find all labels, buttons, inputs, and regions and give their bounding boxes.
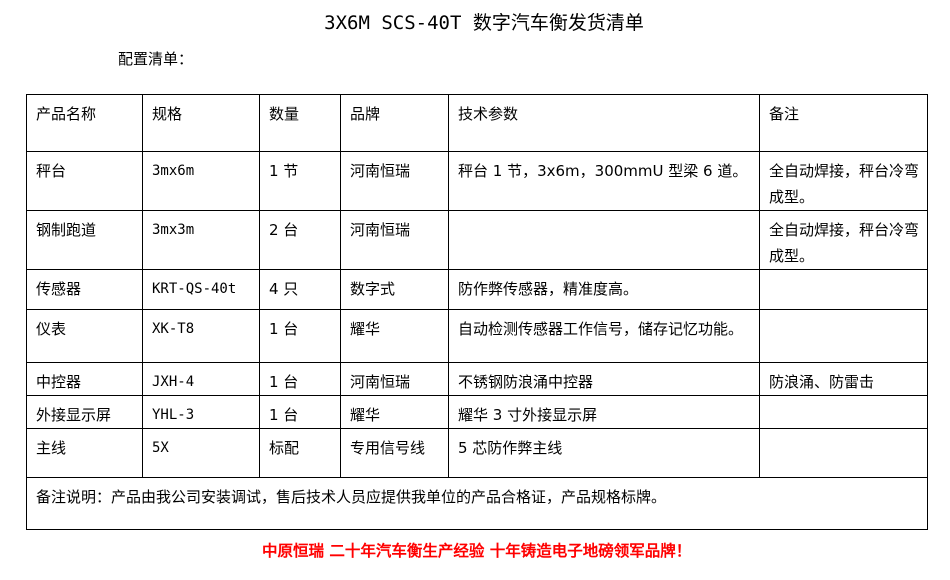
cell-product-name: 秤台	[26, 151, 143, 211]
cell-product-name: 主线	[26, 428, 143, 478]
cell-quantity: 1 台	[259, 309, 341, 363]
cell-spec: KRT-QS-40t	[142, 269, 260, 310]
table-row: 外接显示屏 YHL-3 1 台耀华 耀华 3 寸外接显示屏	[26, 395, 928, 429]
cell-brand: 专用信号线	[340, 428, 449, 478]
cell-brand: 耀华	[340, 309, 449, 363]
cell-product-name: 产品名称	[26, 94, 143, 152]
cell-remarks: 全自动焊接，秤台冷弯成型。	[759, 151, 928, 211]
document-title: 3X6M SCS-40T 数字汽车衡发货清单	[324, 12, 644, 34]
table-row: 传感器 KRT-QS-40t 4 只数字式 防作弊传感器，精准度高。	[26, 269, 928, 310]
cell-remarks: 备注	[759, 94, 928, 152]
cell-quantity: 1 台	[259, 362, 341, 396]
cell-quantity: 数量	[259, 94, 341, 152]
header-row: 产品名称 规格 数量 品牌 技术参数 备注	[26, 94, 928, 152]
cell-spec: 3mx3m	[142, 210, 260, 270]
cell-tech-params: 5 芯防作弊主线	[448, 428, 760, 478]
cell-remarks	[759, 395, 928, 429]
table-row: 中控器 JXH-4 1 台河南恒瑞 不锈钢防浪涌中控器 防浪涌、防雷击	[26, 362, 928, 396]
cell-spec: 规格	[142, 94, 260, 152]
cell-remarks	[759, 428, 928, 478]
cell-brand: 河南恒瑞	[340, 210, 449, 270]
cell-product-name: 仪表	[26, 309, 143, 363]
cell-product-name: 传感器	[26, 269, 143, 310]
cell-remarks: 防浪涌、防雷击	[759, 362, 928, 396]
cell-spec: 5X	[142, 428, 260, 478]
cell-product-name: 外接显示屏	[26, 395, 143, 429]
cell-brand: 河南恒瑞	[340, 362, 449, 396]
cell-tech-params: 自动检测传感器工作信号，储存记忆功能。	[448, 309, 760, 363]
cell-tech-params: 防作弊传感器，精准度高。	[448, 269, 760, 310]
cell-quantity: 标配	[259, 428, 341, 478]
note-row: 备注说明：产品由我公司安装调试，售后技术人员应提供我单位的产品合格证，产品规格标…	[26, 477, 928, 530]
cell-product-name: 中控器	[26, 362, 143, 396]
cell-product-name: 钢制跑道	[26, 210, 143, 270]
cell-quantity: 1 台	[259, 395, 341, 429]
cell-tech-params	[448, 210, 760, 270]
cell-spec: XK-T8	[142, 309, 260, 363]
cell-quantity: 2 台	[259, 210, 341, 270]
table-row: 秤台 3mx6m 1 节河南恒瑞 秤台 1 节，3x6m，300mmU 型梁 6 道。…	[26, 151, 928, 211]
cell-brand: 耀华	[340, 395, 449, 429]
cell-tech-params: 耀华 3 寸外接显示屏	[448, 395, 760, 429]
cell-brand: 品牌	[340, 94, 449, 152]
cell-quantity: 1 节	[259, 151, 341, 211]
cell-tech-params: 秤台 1 节，3x6m，300mmU 型梁 6 道。	[448, 151, 760, 211]
cell-quantity: 4 只	[259, 269, 341, 310]
cell-remarks	[759, 309, 928, 363]
table-row: 主线 5X 标配 专用信号线 5 芯防作弊主线	[26, 428, 928, 478]
note-text: 备注说明：产品由我公司安装调试，售后技术人员应提供我单位的产品合格证，产品规格标…	[26, 477, 928, 530]
cell-spec: JXH-4	[142, 362, 260, 396]
cell-tech-params: 不锈钢防浪涌中控器	[448, 362, 760, 396]
shipping-list-table: 产品名称 规格 数量 品牌 技术参数 备注 秤台 3mx6m 1 节河南恒瑞 秤台 1 节，3x6…	[26, 94, 928, 530]
cell-tech-params: 技术参数	[448, 94, 760, 152]
table-row: 钢制跑道 3mx3m 2 台河南恒瑞 全自动焊接，秤台冷弯成型。	[26, 210, 928, 270]
cell-remarks: 全自动焊接，秤台冷弯成型。	[759, 210, 928, 270]
table-row: 仪表 XK-T8 1 台耀华 自动检测传感器工作信号，储存记忆功能。	[26, 309, 928, 363]
cell-spec: YHL-3	[142, 395, 260, 429]
cell-spec: 3mx6m	[142, 151, 260, 211]
footer-slogan: 中原恒瑞 二十年汽车衡生产经验 十年铸造电子地磅领军品牌！	[262, 542, 692, 560]
cell-brand: 河南恒瑞	[340, 151, 449, 211]
config-list-label: 配置清单：	[118, 50, 194, 68]
cell-remarks	[759, 269, 928, 310]
cell-brand: 数字式	[340, 269, 449, 310]
